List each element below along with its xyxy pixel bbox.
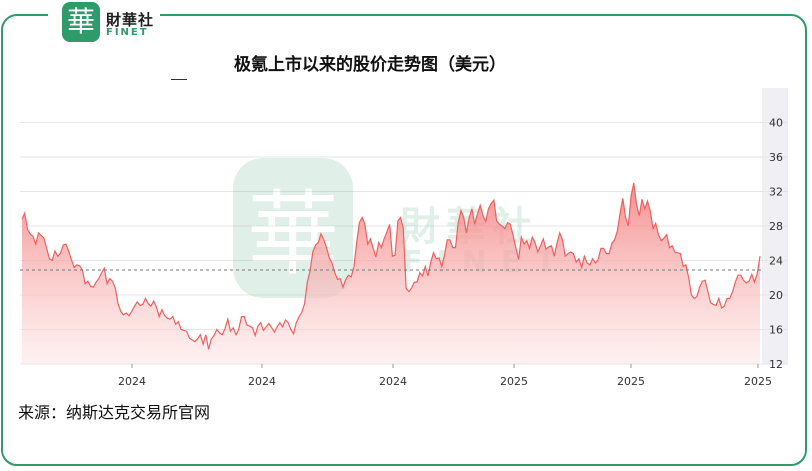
logo-seal-icon: 華 bbox=[62, 2, 100, 42]
price-line bbox=[21, 182, 761, 350]
x-tick-label: 2024 bbox=[379, 375, 407, 388]
y-tick-label: 16 bbox=[769, 324, 783, 337]
y-tick-label: 24 bbox=[769, 255, 783, 268]
y-tick-label: 28 bbox=[769, 220, 783, 233]
chart-title: 极氪上市以来的股价走势图（美元） bbox=[234, 55, 506, 75]
x-tick-label: 2024 bbox=[118, 375, 146, 388]
logo-en-text: FINET bbox=[106, 27, 149, 38]
y-tick-label: 40 bbox=[769, 117, 783, 130]
x-tick-label: 2025 bbox=[744, 375, 772, 388]
logo-cn-text: 財華社 bbox=[106, 11, 155, 29]
legend-dash bbox=[171, 79, 187, 80]
y-tick-label: 20 bbox=[769, 289, 783, 302]
y-tick-label: 36 bbox=[769, 151, 783, 164]
x-tick-label: 2025 bbox=[617, 375, 645, 388]
y-tick-label: 12 bbox=[769, 358, 783, 371]
chart-frame bbox=[1, 14, 807, 466]
x-tick-label: 2024 bbox=[248, 375, 276, 388]
source-note: 来源：纳斯达克交易所官网 bbox=[18, 403, 211, 422]
y-tick-label: 32 bbox=[769, 186, 783, 199]
x-tick-label: 2025 bbox=[500, 375, 528, 388]
price-area bbox=[22, 182, 760, 364]
